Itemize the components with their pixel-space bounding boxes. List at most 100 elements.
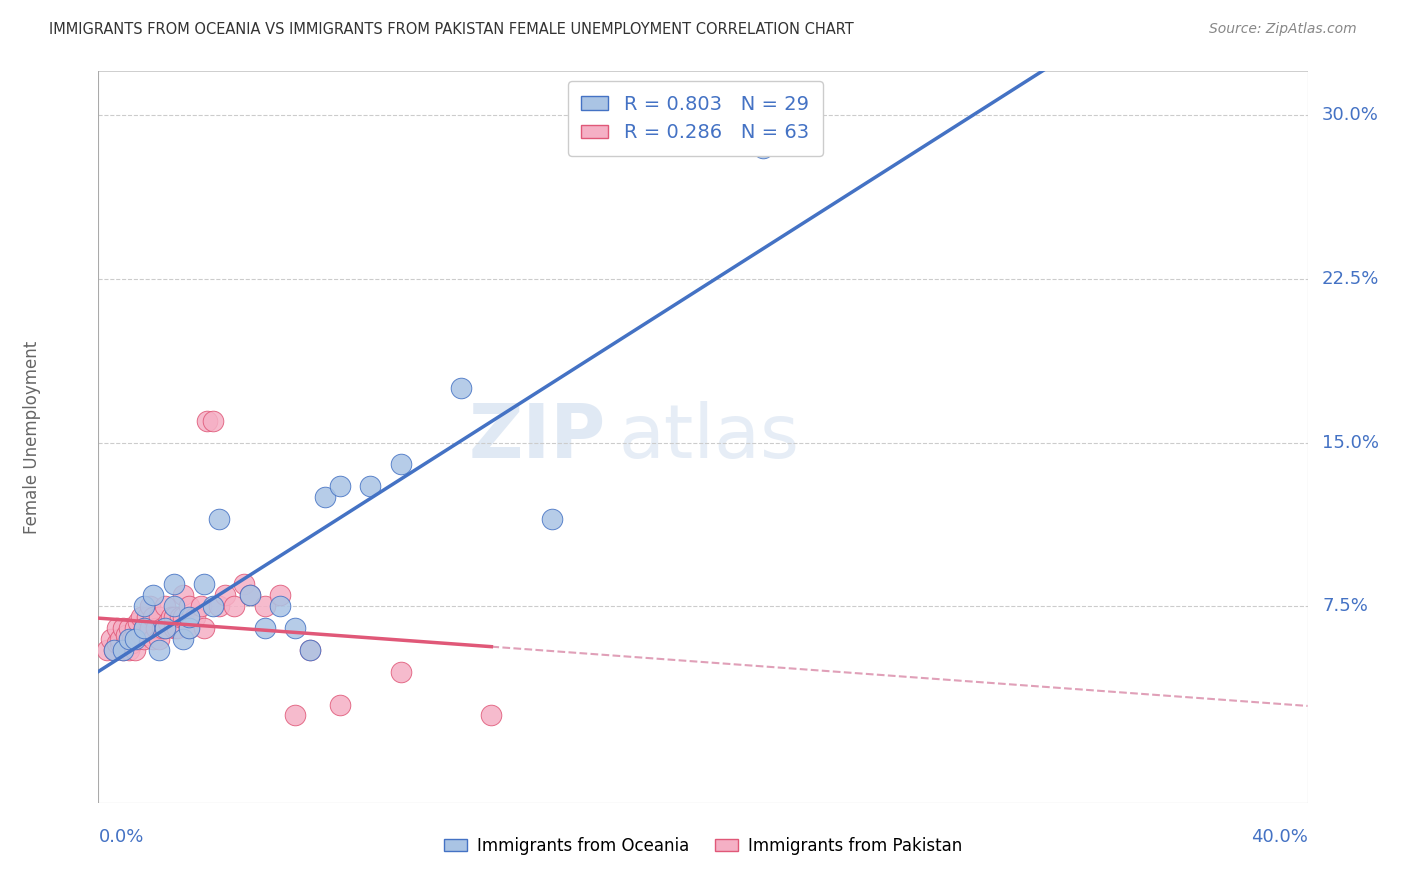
Text: IMMIGRANTS FROM OCEANIA VS IMMIGRANTS FROM PAKISTAN FEMALE UNEMPLOYMENT CORRELAT: IMMIGRANTS FROM OCEANIA VS IMMIGRANTS FR… [49,22,853,37]
Point [214,588,236,602]
Point [148,610,170,624]
Point [163,577,186,591]
Point [118,632,141,646]
Point [111,643,134,657]
Point [114,628,136,642]
Point [284,621,307,635]
Point [108,632,131,646]
Point [148,643,170,657]
Text: 7.5%: 7.5% [1322,598,1368,615]
Point [127,632,149,646]
Point [208,599,231,614]
Point [139,621,162,635]
Point [114,636,136,650]
Text: Source: ZipAtlas.com: Source: ZipAtlas.com [1209,22,1357,37]
Point [153,621,176,635]
Point [108,636,131,650]
Point [193,621,215,635]
Point [142,588,165,602]
Text: 0.0%: 0.0% [98,829,143,847]
Point [135,610,157,624]
Text: Female Unemployment: Female Unemployment [22,341,41,533]
Point [184,610,207,624]
Point [163,610,186,624]
Point [329,698,352,712]
Point [121,636,143,650]
Point [540,512,562,526]
Text: ZIP: ZIP [470,401,606,474]
Text: atlas: atlas [619,401,800,474]
Point [208,512,231,526]
Point [389,665,412,679]
Point [105,621,128,635]
Point [284,708,307,723]
Point [135,628,157,642]
Text: 22.5%: 22.5% [1322,269,1379,288]
Point [105,636,128,650]
Text: 15.0%: 15.0% [1322,434,1379,451]
Point [139,599,162,614]
Point [163,599,186,614]
Point [172,588,194,602]
Point [202,414,225,428]
Point [166,621,188,635]
Point [169,610,191,624]
Point [96,643,118,657]
Legend: Immigrants from Oceania, Immigrants from Pakistan: Immigrants from Oceania, Immigrants from… [437,830,969,862]
Point [299,643,322,657]
Point [172,632,194,646]
Point [121,632,143,646]
Point [195,414,218,428]
Point [118,621,141,635]
Point [124,621,146,635]
Point [153,599,176,614]
Text: 40.0%: 40.0% [1251,829,1308,847]
Point [253,621,276,635]
Point [389,458,412,472]
Point [103,643,125,657]
Point [127,615,149,629]
Point [129,628,152,642]
Point [153,621,176,635]
Point [481,708,503,723]
Point [314,490,336,504]
Point [179,610,201,624]
Point [269,588,291,602]
Point [239,588,262,602]
Legend: R = 0.803   N = 29, R = 0.286   N = 63: R = 0.803 N = 29, R = 0.286 N = 63 [568,81,823,156]
Point [179,621,201,635]
Point [100,632,122,646]
Point [160,610,183,624]
Point [103,643,125,657]
Point [224,599,246,614]
Point [142,610,165,624]
Point [118,643,141,657]
Point [142,632,165,646]
Point [450,381,472,395]
Text: 30.0%: 30.0% [1322,106,1379,124]
Point [179,621,201,635]
Point [179,599,201,614]
Point [118,632,141,646]
Point [132,599,155,614]
Point [299,643,322,657]
Point [156,615,179,629]
Point [124,643,146,657]
Point [132,621,155,635]
Point [360,479,382,493]
Point [752,141,775,155]
Point [145,621,167,635]
Point [124,632,146,646]
Point [253,599,276,614]
Point [232,577,254,591]
Point [111,643,134,657]
Point [329,479,352,493]
Point [193,577,215,591]
Point [111,621,134,635]
Point [150,621,173,635]
Point [269,599,291,614]
Point [132,632,155,646]
Point [132,621,155,635]
Point [172,610,194,624]
Point [148,632,170,646]
